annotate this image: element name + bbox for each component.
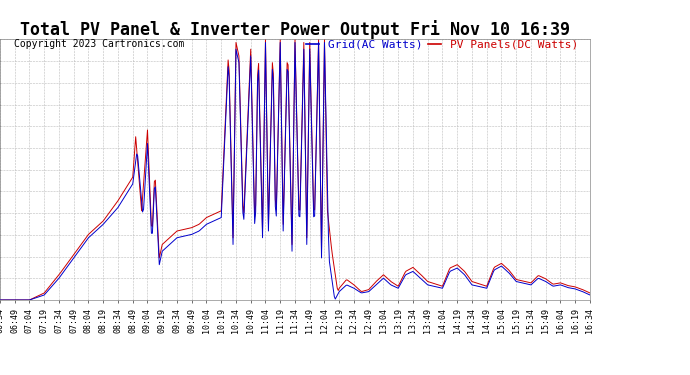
Legend: Grid(AC Watts), PV Panels(DC Watts): Grid(AC Watts), PV Panels(DC Watts): [306, 40, 578, 50]
Title: Total PV Panel & Inverter Power Output Fri Nov 10 16:39: Total PV Panel & Inverter Power Output F…: [20, 20, 570, 39]
Text: Copyright 2023 Cartronics.com: Copyright 2023 Cartronics.com: [14, 39, 184, 50]
